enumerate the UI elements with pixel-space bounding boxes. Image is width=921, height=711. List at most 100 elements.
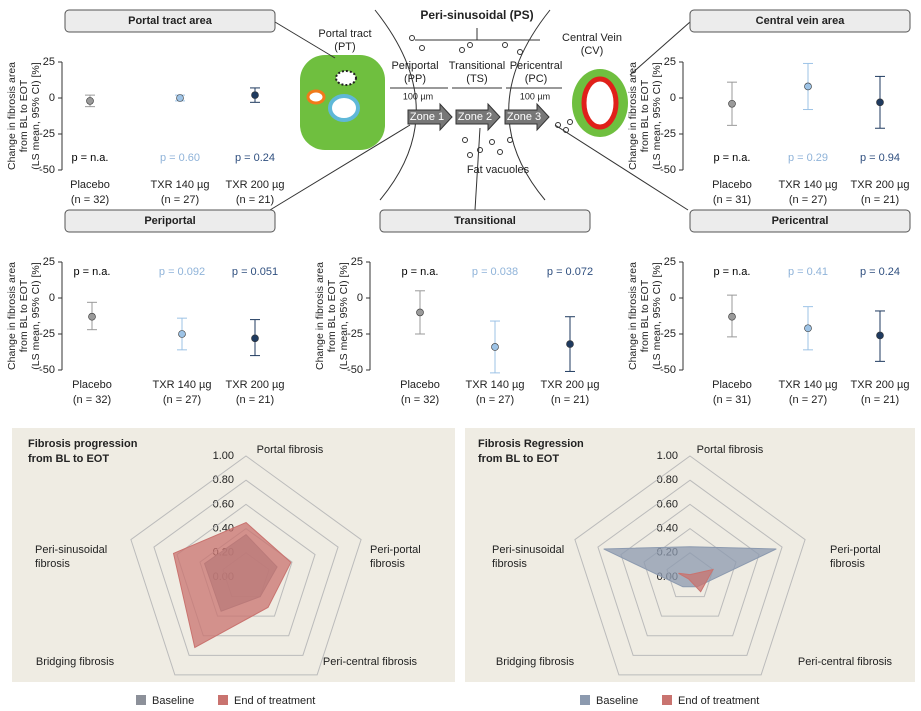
point: [805, 325, 812, 332]
axis-label: Bridging fibrosis: [36, 656, 115, 668]
p-value: p = 0.051: [232, 266, 278, 278]
p-value: p = 0.038: [472, 266, 518, 278]
panel-title: Periportal: [144, 215, 195, 227]
axis-label: Peri-central fibrosis: [323, 656, 418, 668]
axis-label: fibrosis: [830, 558, 865, 570]
axis-label: Peri-central fibrosis: [798, 656, 893, 668]
p-value: p = 0.60: [160, 152, 200, 164]
p-value: p = n.a.: [401, 266, 438, 278]
radar-title: Fibrosis progression: [28, 438, 138, 450]
point: [177, 95, 184, 102]
axis-label: Peri-portal: [830, 544, 881, 556]
x-tick-label: TXR 200 µg: [226, 379, 285, 391]
legend-label: Baseline: [596, 695, 638, 707]
diagram-label: Periportal: [391, 60, 438, 72]
x-tick-label: TXR 140 µg: [151, 179, 210, 191]
x-tick-label: (n = 21): [236, 194, 274, 206]
r-tick-label: 1.00: [213, 450, 234, 462]
r-tick-label: 0.80: [657, 474, 678, 486]
r-tick-label: 1.00: [657, 450, 678, 462]
y-axis-label: from BL to EOT: [639, 79, 651, 152]
diagram-label: (PT): [334, 41, 355, 53]
y-tick-label: 0: [49, 292, 55, 304]
legend-swatch: [580, 695, 590, 705]
p-value: p = 0.94: [860, 152, 900, 164]
axis-label: Portal fibrosis: [257, 444, 324, 456]
diagram-label: Portal tract: [318, 28, 371, 40]
point: [729, 313, 736, 320]
p-value: p = n.a.: [713, 152, 750, 164]
point: [805, 83, 812, 90]
diagram-label: 100 µm: [520, 91, 550, 101]
y-axis-label: Change in fibrosis area: [627, 62, 639, 170]
x-tick-label: (n = 21): [861, 194, 899, 206]
radar-title: from BL to EOT: [28, 453, 109, 465]
panel-title: Pericentral: [772, 215, 829, 227]
x-tick-label: (n = 27): [789, 194, 827, 206]
y-axis-label: Change in fibrosis area: [6, 262, 18, 370]
y-tick-label: 25: [664, 256, 676, 268]
y-axis-label: from BL to EOT: [18, 279, 30, 352]
y-axis-label: from BL to EOT: [18, 79, 30, 152]
point: [567, 341, 574, 348]
y-axis-label: (LS mean, 95% CI) [%]: [338, 262, 350, 369]
y-axis-label: from BL to EOT: [639, 279, 651, 352]
point: [417, 309, 424, 316]
x-tick-label: (n = 32): [401, 394, 439, 406]
point: [492, 343, 499, 350]
diagram-label: (PP): [404, 73, 426, 85]
y-axis-label: (LS mean, 95% CI) [%]: [30, 62, 42, 169]
axis-label: Bridging fibrosis: [496, 656, 575, 668]
point: [252, 335, 259, 342]
point: [179, 331, 186, 338]
x-tick-label: TXR 200 µg: [851, 379, 910, 391]
point: [877, 99, 884, 106]
x-tick-label: (n = 32): [73, 394, 111, 406]
x-tick-label: (n = 21): [861, 394, 899, 406]
axis-label: Peri-portal: [370, 544, 421, 556]
x-tick-label: TXR 140 µg: [779, 179, 838, 191]
y-tick-label: 25: [664, 56, 676, 68]
x-tick-label: Placebo: [72, 379, 112, 391]
y-tick-label: 25: [43, 56, 55, 68]
p-value: p = n.a.: [71, 152, 108, 164]
diagram-label: Transitional: [449, 60, 505, 72]
legend-swatch: [136, 695, 146, 705]
legend-label: End of treatment: [234, 695, 315, 707]
x-tick-label: (n = 27): [789, 394, 827, 406]
x-tick-label: TXR 140 µg: [153, 379, 212, 391]
y-axis-label: from BL to EOT: [326, 279, 338, 352]
r-tick-label: 0.80: [213, 474, 234, 486]
axis-label: fibrosis: [35, 558, 70, 570]
y-tick-label: 0: [357, 292, 363, 304]
diagram-label: Central Vein: [562, 32, 622, 44]
p-value: p = 0.29: [788, 152, 828, 164]
x-tick-label: TXR 200 µg: [226, 179, 285, 191]
p-value: p = 0.24: [860, 266, 900, 278]
radar-title: Fibrosis Regression: [478, 438, 584, 450]
x-tick-label: (n = 27): [163, 394, 201, 406]
panel-title: Central vein area: [756, 15, 846, 27]
legend-label: End of treatment: [678, 695, 759, 707]
zone-label: Zone 1: [410, 111, 444, 123]
y-axis-label: Change in fibrosis area: [314, 262, 326, 370]
y-axis-label: (LS mean, 95% CI) [%]: [651, 262, 663, 369]
diagram-label: Peri-sinusoidal (PS): [420, 8, 533, 22]
y-tick-label: 0: [49, 92, 55, 104]
diagram-label: Pericentral: [510, 60, 563, 72]
r-tick-label: 0.60: [657, 498, 678, 510]
x-tick-label: (n = 31): [713, 394, 751, 406]
x-tick-label: (n = 27): [476, 394, 514, 406]
legend-swatch: [218, 695, 228, 705]
point: [729, 100, 736, 107]
diagram-label: (CV): [581, 45, 604, 57]
x-tick-label: (n = 21): [551, 394, 589, 406]
r-tick-label: 0.40: [657, 523, 678, 535]
zone-label: Zone 3: [507, 111, 541, 123]
r-tick-label: 0.60: [213, 498, 234, 510]
diagram-label: (TS): [466, 73, 487, 85]
p-value: p = n.a.: [713, 266, 750, 278]
x-tick-label: (n = 32): [71, 194, 109, 206]
p-value: p = 0.092: [159, 266, 205, 278]
y-axis-label: Change in fibrosis area: [6, 62, 18, 170]
